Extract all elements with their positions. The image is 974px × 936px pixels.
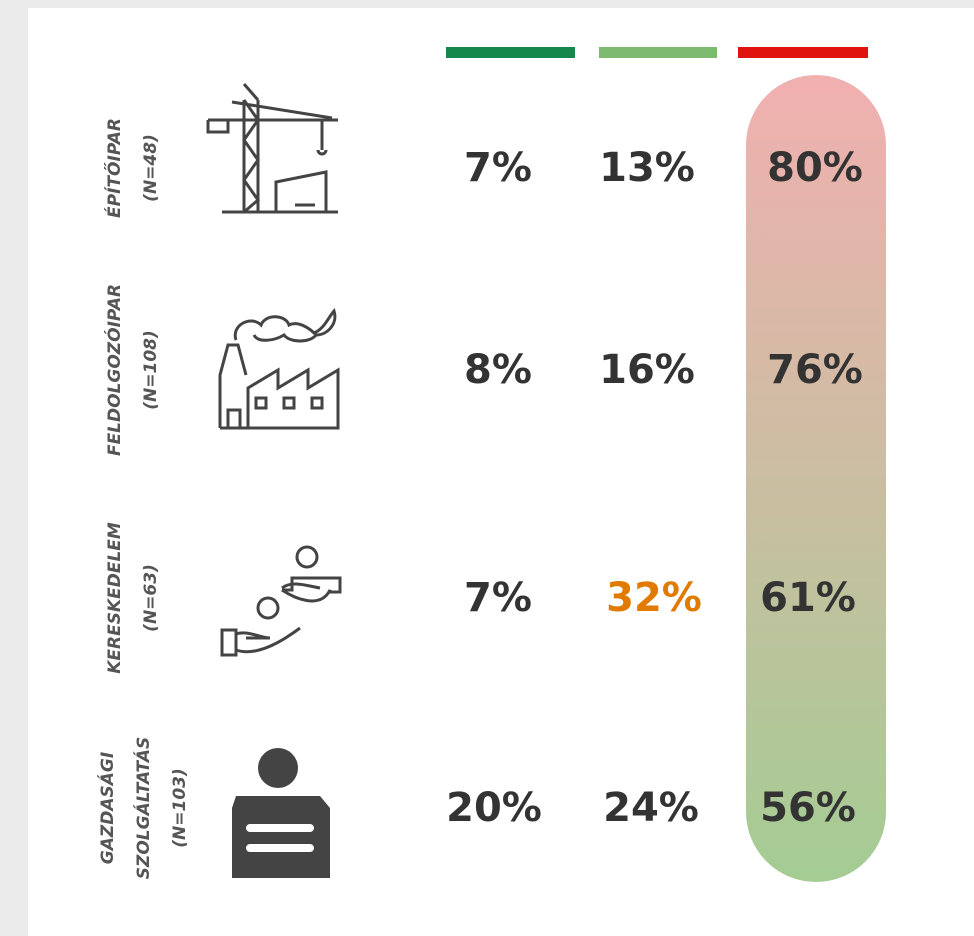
person-icon (232, 748, 330, 878)
row-label: KERESKEDELEM (N=63) (105, 522, 161, 674)
header-bar (738, 47, 868, 58)
header-bar (599, 47, 717, 58)
sector-name: KERESKEDELEM (105, 522, 125, 674)
percent-value: 13% (599, 145, 695, 191)
hands-icon (220, 545, 342, 657)
sector-count: (N=48) (141, 134, 161, 202)
sector-name: GAZDASÁGI (96, 752, 118, 864)
sector-count: (N=63) (141, 564, 161, 632)
percent-value: 32% (606, 575, 702, 621)
header-bar (446, 47, 575, 58)
crane-icon (206, 83, 338, 214)
row-label: GAZDASÁGI SZOLGÁLTATÁS (N=103) (96, 737, 190, 879)
sector-count: (N=103) (170, 768, 190, 848)
percent-value: 80% (767, 145, 863, 191)
gradient-pill (746, 75, 886, 882)
percent-value: 76% (767, 347, 863, 393)
sector-count: (N=108) (141, 330, 161, 410)
sector-name: SZOLGÁLTATÁS (132, 737, 154, 879)
percent-value: 8% (464, 347, 532, 393)
sector-name: ÉPÍTŐIPAR (103, 118, 125, 218)
factory-icon (218, 308, 340, 430)
sector-name: FELDOLGOZÓIPAR (103, 284, 125, 456)
row-label: ÉPÍTŐIPAR (N=48) (103, 118, 161, 218)
percent-value: 7% (464, 145, 532, 191)
percent-value: 56% (760, 785, 856, 831)
row-label: FELDOLGOZÓIPAR (N=108) (103, 284, 161, 456)
percent-value: 7% (464, 575, 532, 621)
percent-value: 16% (599, 347, 695, 393)
percent-value: 61% (760, 575, 856, 621)
percent-value: 20% (446, 785, 542, 831)
percent-value: 24% (603, 785, 699, 831)
